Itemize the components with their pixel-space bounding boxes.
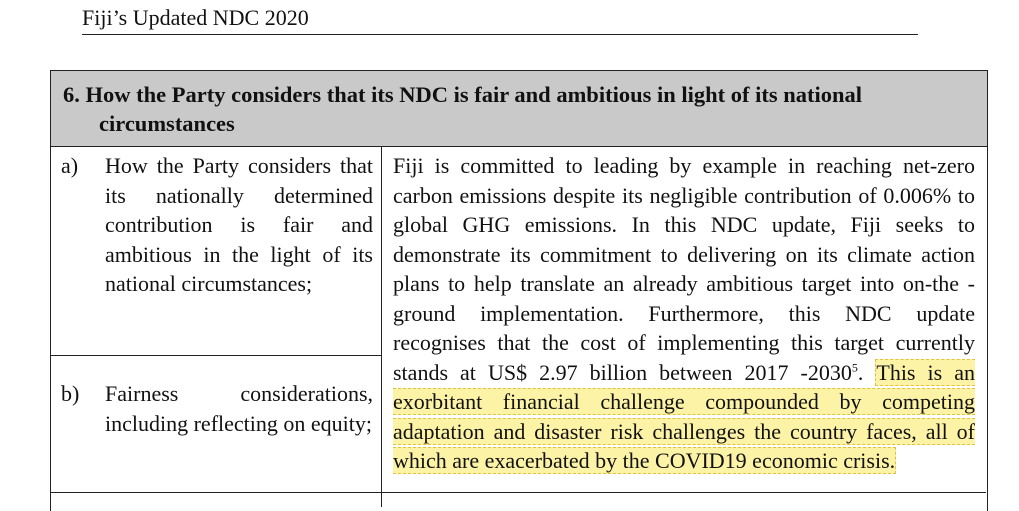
response-text-separator: . bbox=[857, 359, 876, 385]
highlighted-text: This is an exorbitant financial challeng… bbox=[393, 358, 975, 474]
criterion-letter: a) bbox=[61, 153, 79, 178]
criterion-a: a) How the Party considers that its nati… bbox=[51, 151, 381, 299]
section-heading: 6. How the Party considers that its NDC … bbox=[51, 71, 987, 147]
row-divider bbox=[51, 355, 381, 356]
criterion-text: Fairness considerations, including refle… bbox=[105, 381, 373, 436]
section-body: a) How the Party considers that its nati… bbox=[51, 147, 987, 507]
table-bottom-border bbox=[50, 492, 986, 493]
footnote-marker: 5 bbox=[851, 360, 858, 375]
ndc-section-table: 6. How the Party considers that its NDC … bbox=[50, 70, 988, 511]
criterion-letter: b) bbox=[61, 381, 80, 406]
criterion-b: b) Fairness considerations, including re… bbox=[51, 379, 381, 438]
document-title: Fiji’s Updated NDC 2020 bbox=[82, 5, 309, 30]
criteria-column: a) How the Party considers that its nati… bbox=[51, 147, 382, 507]
criterion-text: How the Party considers that its nationa… bbox=[105, 153, 373, 296]
response-column: Fiji is committed to leading by example … bbox=[393, 151, 975, 476]
response-text: Fiji is committed to leading by example … bbox=[393, 153, 975, 385]
document-header: Fiji’s Updated NDC 2020 bbox=[82, 4, 918, 35]
